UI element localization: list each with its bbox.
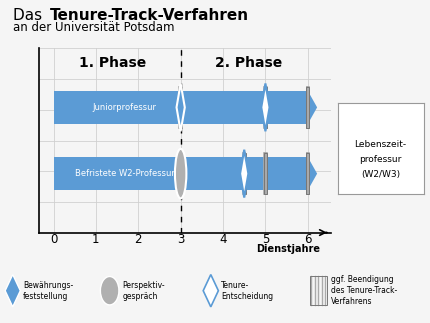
FancyArrow shape [308, 91, 317, 124]
Text: Tenure-
Entscheidung: Tenure- Entscheidung [221, 281, 273, 301]
Text: 4: 4 [219, 233, 227, 246]
Bar [306, 153, 310, 194]
FancyArrow shape [308, 157, 317, 190]
Bar [53, 157, 308, 190]
Bar [310, 276, 327, 305]
Text: 1: 1 [92, 233, 100, 246]
Circle shape [175, 149, 186, 199]
Bar [179, 87, 182, 128]
Polygon shape [203, 275, 218, 307]
Bar [264, 87, 267, 128]
Text: 2: 2 [135, 233, 142, 246]
Bar [243, 153, 246, 194]
Text: ggf. Beendigung
des Tenure-Track-
Verfahrens: ggf. Beendigung des Tenure-Track- Verfah… [331, 275, 397, 306]
Text: 3: 3 [177, 233, 184, 246]
Text: Befristete W2-Professur: Befristete W2-Professur [75, 169, 175, 178]
Polygon shape [261, 83, 270, 131]
Text: Das: Das [13, 8, 47, 23]
Text: Perspektiv-
gespräch: Perspektiv- gespräch [122, 281, 165, 301]
Text: an der Universität Potsdam: an der Universität Potsdam [13, 21, 175, 34]
Text: professur: professur [359, 155, 402, 164]
Text: Dienstjahre: Dienstjahre [257, 244, 320, 254]
Circle shape [100, 276, 119, 305]
Bar [306, 87, 310, 128]
Text: Tenure-Track-Verfahren: Tenure-Track-Verfahren [49, 8, 249, 23]
Bar [264, 153, 267, 194]
Text: 6: 6 [304, 233, 312, 246]
Text: 0: 0 [50, 233, 57, 246]
Bar [53, 91, 308, 124]
Bar [179, 153, 182, 194]
Text: Bewährungs-
feststellung: Bewährungs- feststellung [23, 281, 74, 301]
Text: Juniorprofessur: Juniorprofessur [93, 103, 157, 112]
Text: 2. Phase: 2. Phase [215, 56, 282, 70]
Text: Lebenszeit-: Lebenszeit- [354, 140, 407, 149]
Polygon shape [177, 83, 185, 131]
Text: 1. Phase: 1. Phase [79, 56, 147, 70]
Text: (W2/W3): (W2/W3) [361, 170, 400, 179]
Polygon shape [5, 275, 20, 307]
Text: 5: 5 [262, 233, 269, 246]
Polygon shape [240, 150, 249, 198]
